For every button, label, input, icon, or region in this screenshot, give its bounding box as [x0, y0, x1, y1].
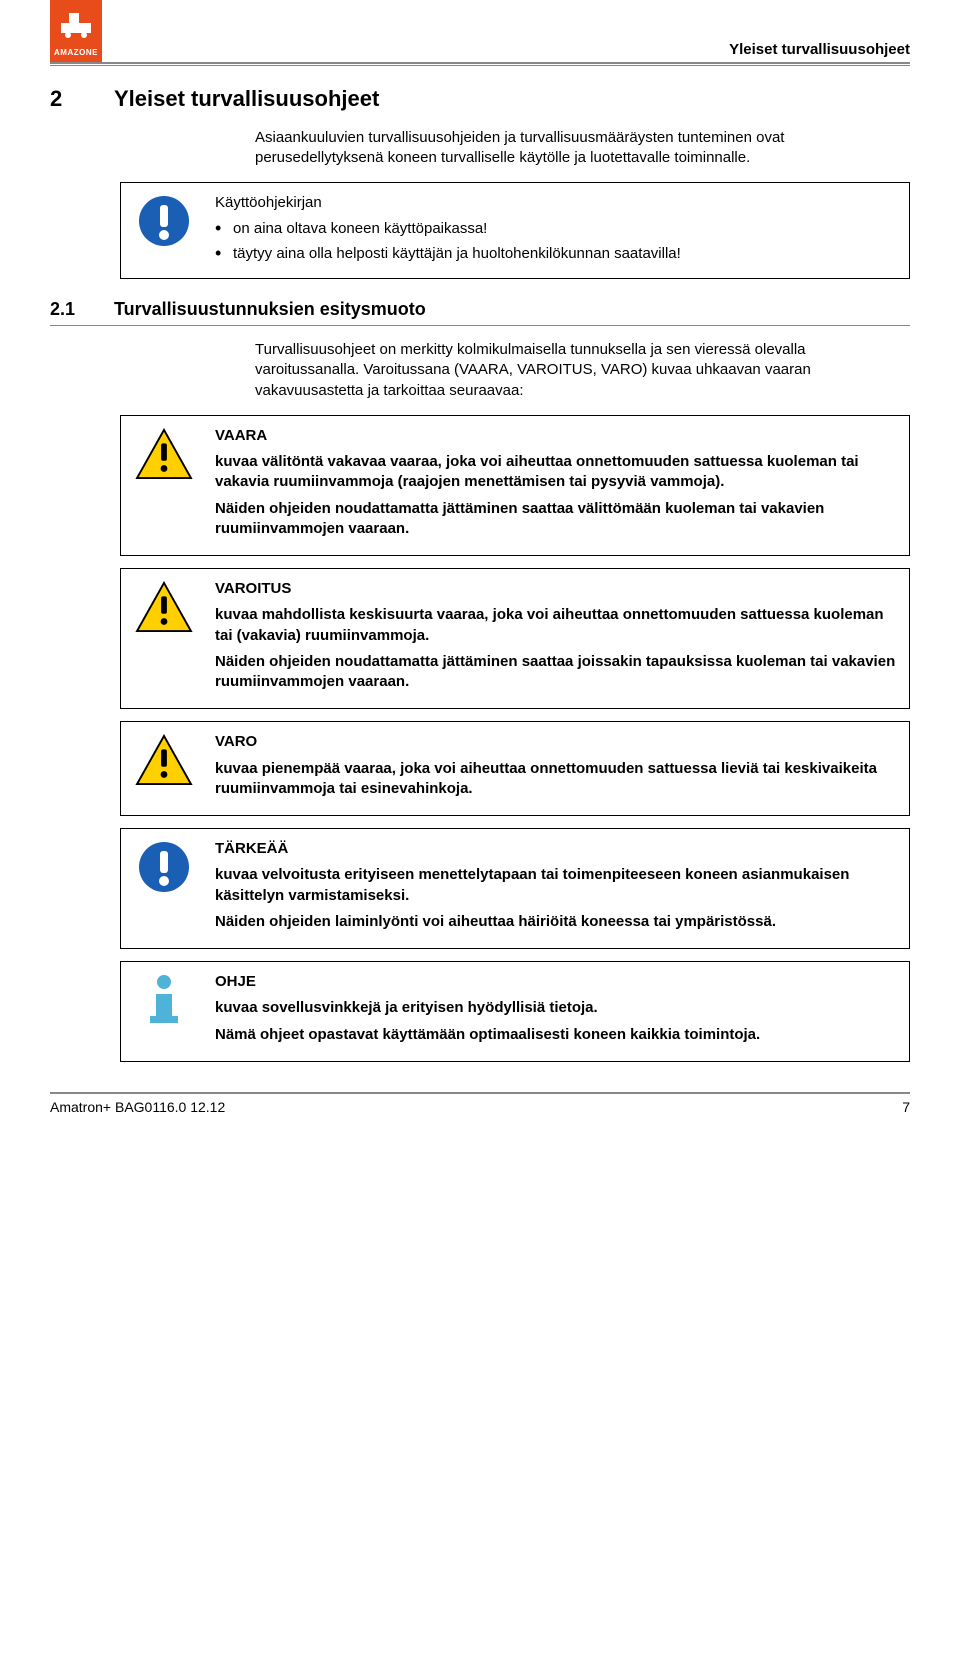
- warning-box: VAROITUS kuvaa mahdollista keskisuurta v…: [120, 568, 910, 709]
- page-footer: Amatron+ BAG0116.0 12.12 7: [50, 1092, 910, 1117]
- logo-machine-icon: [59, 9, 93, 39]
- warning-triangle-icon: [135, 581, 193, 633]
- section-intro: Asiaankuuluvien turvallisuusohjeiden ja …: [255, 128, 910, 169]
- footer-left: Amatron+ BAG0116.0 12.12: [50, 1098, 225, 1117]
- page-header: AMAZONE Yleiset turvallisuusohjeet: [50, 0, 910, 62]
- caution-p1: kuvaa pienempää vaaraa, joka voi aiheutt…: [215, 759, 897, 800]
- danger-p1: kuvaa välitöntä vakavaa vaaraa, joka voi…: [215, 452, 897, 493]
- manual-lead: Käyttöohjekirjan: [215, 193, 897, 213]
- warning-p1: kuvaa mahdollista keskisuurta vaaraa, jo…: [215, 605, 897, 646]
- important-title: TÄRKEÄÄ: [215, 839, 897, 859]
- important-p1: kuvaa velvoitusta erityiseen menettelyta…: [215, 865, 897, 906]
- section-heading: 2 Yleiset turvallisuusohjeet: [50, 84, 910, 114]
- danger-title: VAARA: [215, 426, 897, 446]
- brand-logo: AMAZONE: [50, 0, 102, 62]
- caution-title: VARO: [215, 732, 897, 752]
- section-title: Yleiset turvallisuusohjeet: [114, 84, 379, 114]
- note-p1: kuvaa sovellusvinkkejä ja erityisen hyöd…: [215, 998, 897, 1018]
- subsection-number: 2.1: [50, 297, 86, 321]
- notice-icon: [138, 195, 190, 247]
- subsection-title: Turvallisuustunnuksien esitysmuoto: [114, 297, 426, 321]
- warning-p2: Näiden ohjeiden noudattamatta jättäminen…: [215, 652, 897, 693]
- info-icon: [142, 974, 186, 1024]
- page-number: 7: [902, 1098, 910, 1117]
- caution-box: VARO kuvaa pienempää vaaraa, joka voi ai…: [120, 721, 910, 816]
- important-box: TÄRKEÄÄ kuvaa velvoitusta erityiseen men…: [120, 828, 910, 949]
- manual-bullet-2: täytyy aina olla helposti käyttäjän ja h…: [215, 244, 897, 264]
- header-divider: [50, 62, 910, 66]
- subsection-intro: Turvallisuusohjeet on merkitty kolmikulm…: [255, 340, 910, 401]
- subsection-heading: 2.1 Turvallisuustunnuksien esitysmuoto: [50, 297, 910, 326]
- manual-notice-box: Käyttöohjekirjan on aina oltava koneen k…: [120, 182, 910, 279]
- note-title: OHJE: [215, 972, 897, 992]
- warning-title: VAROITUS: [215, 579, 897, 599]
- manual-bullet-1: on aina oltava koneen käyttöpaikassa!: [215, 219, 897, 239]
- note-box: OHJE kuvaa sovellusvinkkejä ja erityisen…: [120, 961, 910, 1062]
- danger-box: VAARA kuvaa välitöntä vakavaa vaaraa, jo…: [120, 415, 910, 556]
- warning-triangle-icon: [135, 734, 193, 786]
- important-p2: Näiden ohjeiden laiminlyönti voi aiheutt…: [215, 912, 897, 932]
- header-right-title: Yleiset turvallisuusohjeet: [729, 40, 910, 60]
- section-number: 2: [50, 84, 86, 114]
- logo-text: AMAZONE: [54, 48, 98, 59]
- warning-triangle-icon: [135, 428, 193, 480]
- danger-p2: Näiden ohjeiden noudattamatta jättäminen…: [215, 499, 897, 540]
- notice-icon: [138, 841, 190, 893]
- note-p2: Nämä ohjeet opastavat käyttämään optimaa…: [215, 1025, 897, 1045]
